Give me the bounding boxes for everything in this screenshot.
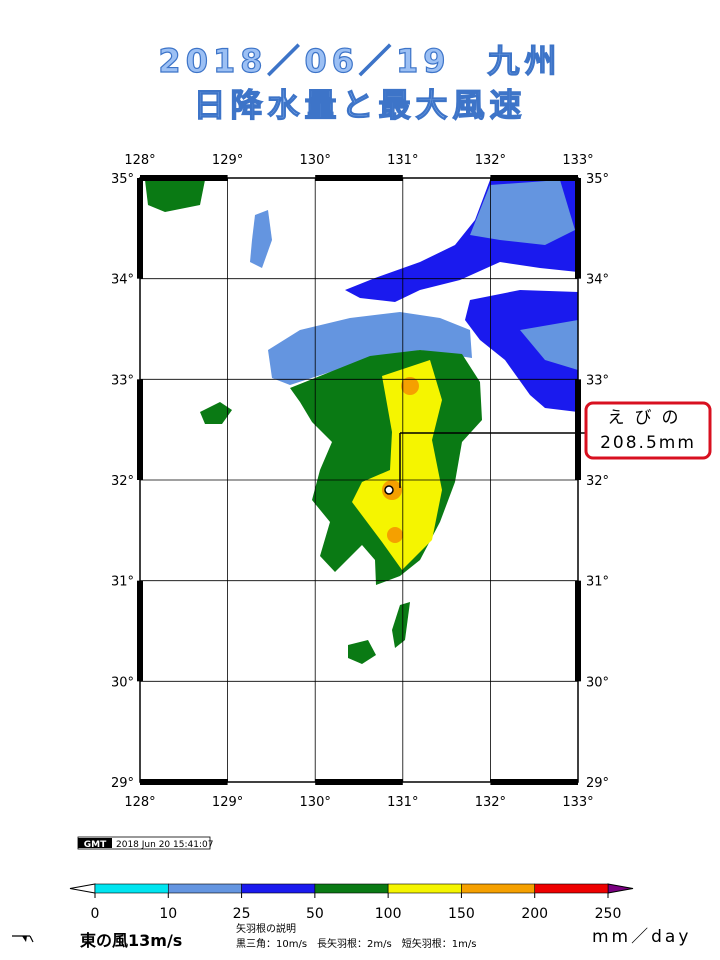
frame-segment [140,779,228,785]
colorbar: 0 10 25 50 100 150 200 250 [69,883,634,922]
honshu-rain [470,180,575,245]
lat-label: 29° [111,776,134,791]
annotation-station: えびの [608,408,689,428]
colorbar-segment [167,883,242,894]
colorbar-segment [94,883,169,894]
lat-label: 32° [111,474,134,489]
lon-label: 128° [124,795,155,810]
goto [200,402,232,424]
colorbar-segment [314,883,389,894]
shikoku-rain [520,320,578,370]
lat-label: 34° [111,273,134,288]
rain-peak [387,527,403,543]
title-line2: 日降水量と最大風速 [193,86,526,124]
lat-label: 35° [586,172,609,187]
colorbar-tick-label: 50 [306,906,324,922]
wind-sample-symbol [12,935,34,943]
frame-segment [140,175,228,181]
lat-label: 33° [111,373,134,388]
colorbar-tick-label: 200 [521,906,548,922]
lat-label: 35° [111,172,134,187]
tanegashima [392,602,410,648]
lat-label: 29° [586,776,609,791]
colorbar-over [607,883,634,894]
lon-label: 132° [475,795,506,810]
timestamp: 2018 Jun 20 15:41:07 [116,840,213,850]
colorbar-unit: mm／day [592,927,691,947]
north-kyushu-band [268,312,472,385]
timestamp-box [77,836,211,850]
barb-desc: 黒三角：10m/s 長矢羽根：2m/s 短矢羽根：1m/s [236,937,476,950]
lon-label: 133° [562,153,593,168]
lat-label: 30° [586,675,609,690]
lon-label: 132° [475,153,506,168]
wind-sample: 東の風13m/s [80,931,182,950]
colorbar-tick-label: 100 [375,906,402,922]
title-line1: 2018／06／19 九州 [158,42,561,80]
colorbar-under [69,883,96,894]
annotation-box [584,401,712,460]
lon-label: 129° [212,795,243,810]
tsushima [250,210,272,268]
station-marker [384,485,394,495]
colorbar-tick-label: 250 [595,906,622,922]
lat-label: 31° [586,575,609,590]
logo-box [78,838,112,848]
colorbar-tick-label: 10 [159,906,177,922]
degree-labels: 128° 128° 129° 129° 130° 130° 131° 131° 132° 132°… [111,153,609,810]
iki-islands [145,180,205,212]
colorbar-segment [461,883,536,894]
frame-segment [490,779,578,785]
frame-segment [575,379,581,480]
frame-segment [575,178,581,279]
lon-label: 131° [387,795,418,810]
yakushima [348,640,376,664]
frame-segment [137,178,143,279]
lat-label: 32° [586,474,609,489]
frame-segment [315,779,403,785]
colorbar-segment [241,883,316,894]
lon-label: 130° [300,795,331,810]
logo: GMT [84,840,107,850]
frame-segment [575,580,581,682]
frame-segment [137,379,143,480]
lat-label: 30° [111,675,134,690]
frame-segment [490,175,578,181]
colorbar-tick-label: 0 [91,906,100,922]
frame-segment [137,580,143,682]
lon-label: 129° [212,153,243,168]
lat-label: 34° [586,273,609,288]
lon-label: 131° [387,153,418,168]
frame-segment [315,175,403,181]
frame-ticks [137,175,581,785]
colorbar-segment [534,883,609,894]
land [145,178,578,664]
lon-label: 130° [300,153,331,168]
rain-peak [401,377,419,395]
colorbar-tick-label: 25 [233,906,251,922]
lon-label: 128° [124,153,155,168]
lat-label: 31° [111,575,134,590]
lat-label: 33° [586,373,609,388]
annotation-value: 208.5mm [600,433,696,453]
shikoku [465,290,578,412]
kyushu-rain-high [352,360,442,570]
lon-label: 133° [562,795,593,810]
barb-title: 矢羽根の説明 [236,922,296,935]
colorbar-segment [387,883,462,894]
colorbar-tick-label: 150 [448,906,475,922]
